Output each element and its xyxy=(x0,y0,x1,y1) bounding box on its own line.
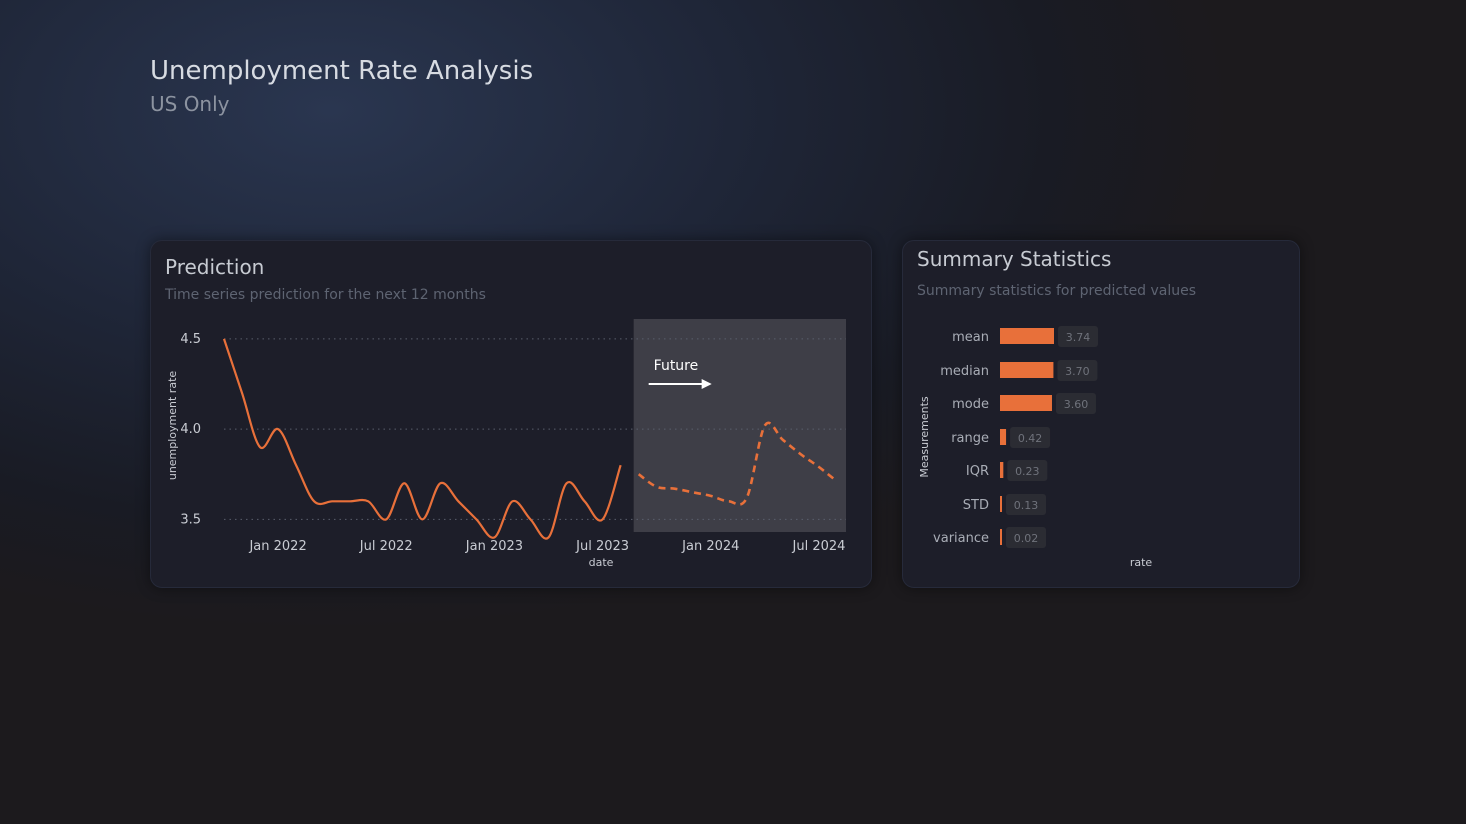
value-label-bg xyxy=(1010,427,1051,448)
value-label: 0.42 xyxy=(1018,432,1043,445)
y-axis-label: unemployment rate xyxy=(166,371,179,481)
predicted-series-line xyxy=(637,421,838,506)
value-label: 0.23 xyxy=(1015,465,1039,478)
x-tick-label: Jan 2022 xyxy=(248,539,306,554)
value-label: 3.60 xyxy=(1064,398,1089,411)
bar xyxy=(1000,429,1007,445)
y-tick-label: 3.5 xyxy=(180,512,201,527)
bar xyxy=(1000,462,1004,478)
page-subtitle: US Only xyxy=(150,92,230,116)
value-label: 3.74 xyxy=(1066,331,1091,344)
bar xyxy=(1000,328,1054,344)
x-tick-label: Jul 2024 xyxy=(792,539,846,554)
value-label: 0.13 xyxy=(1014,499,1039,512)
future-region xyxy=(633,319,846,532)
prediction-chart: 3.5 4.0 4.5 Jan 2022 Jul 2022 Jan 2023 Jul 202… xyxy=(166,319,846,569)
summary-title: Summary Statistics xyxy=(917,247,1112,271)
value-label-bg xyxy=(1057,360,1098,381)
prediction-card: Prediction Time series prediction for th… xyxy=(150,240,872,588)
bar xyxy=(1000,395,1052,411)
x-axis-label: rate xyxy=(1130,556,1153,569)
value-label-bg xyxy=(1055,393,1096,414)
value-label: 3.70 xyxy=(1065,365,1090,378)
prediction-subtitle: Time series prediction for the next 12 m… xyxy=(165,287,486,303)
x-tick-label: Jan 2023 xyxy=(465,539,523,554)
summary-subtitle: Summary statistics for predicted values xyxy=(917,283,1197,299)
category-label: STD xyxy=(963,498,989,513)
y-tick-label: 4.0 xyxy=(180,422,201,437)
value-label-bg xyxy=(1006,527,1046,548)
value-label-bg xyxy=(1007,460,1048,481)
observed-series-line xyxy=(222,338,622,540)
x-tick-label: Jul 2022 xyxy=(359,539,413,554)
summary-bar-chart: mean 3.74 median 3.70 mode 3.60 range 0.42 IQR 0.… xyxy=(918,326,1153,569)
page-title: Unemployment Rate Analysis xyxy=(150,56,534,86)
category-label: median xyxy=(940,364,989,379)
bar xyxy=(1000,362,1054,378)
prediction-title: Prediction xyxy=(165,255,265,279)
y-tick-label: 4.5 xyxy=(180,332,201,347)
x-tick-label: Jul 2023 xyxy=(575,539,629,554)
bar xyxy=(1000,496,1002,512)
summary-statistics-card: Summary Statistics Summary statistics fo… xyxy=(902,240,1300,588)
x-axis-label: date xyxy=(589,556,614,569)
category-label: mean xyxy=(952,330,989,345)
bar xyxy=(1000,529,1002,545)
category-label: variance xyxy=(933,531,989,546)
future-label: Future xyxy=(654,358,699,374)
category-label: range xyxy=(951,431,989,446)
category-label: IQR xyxy=(966,464,989,479)
x-tick-label: Jan 2024 xyxy=(681,539,739,554)
value-label-bg xyxy=(1006,494,1046,515)
y-axis-label: Measurements xyxy=(918,396,931,478)
value-label-bg xyxy=(1058,326,1098,347)
value-label: 0.02 xyxy=(1014,532,1039,545)
category-label: mode xyxy=(952,397,989,412)
